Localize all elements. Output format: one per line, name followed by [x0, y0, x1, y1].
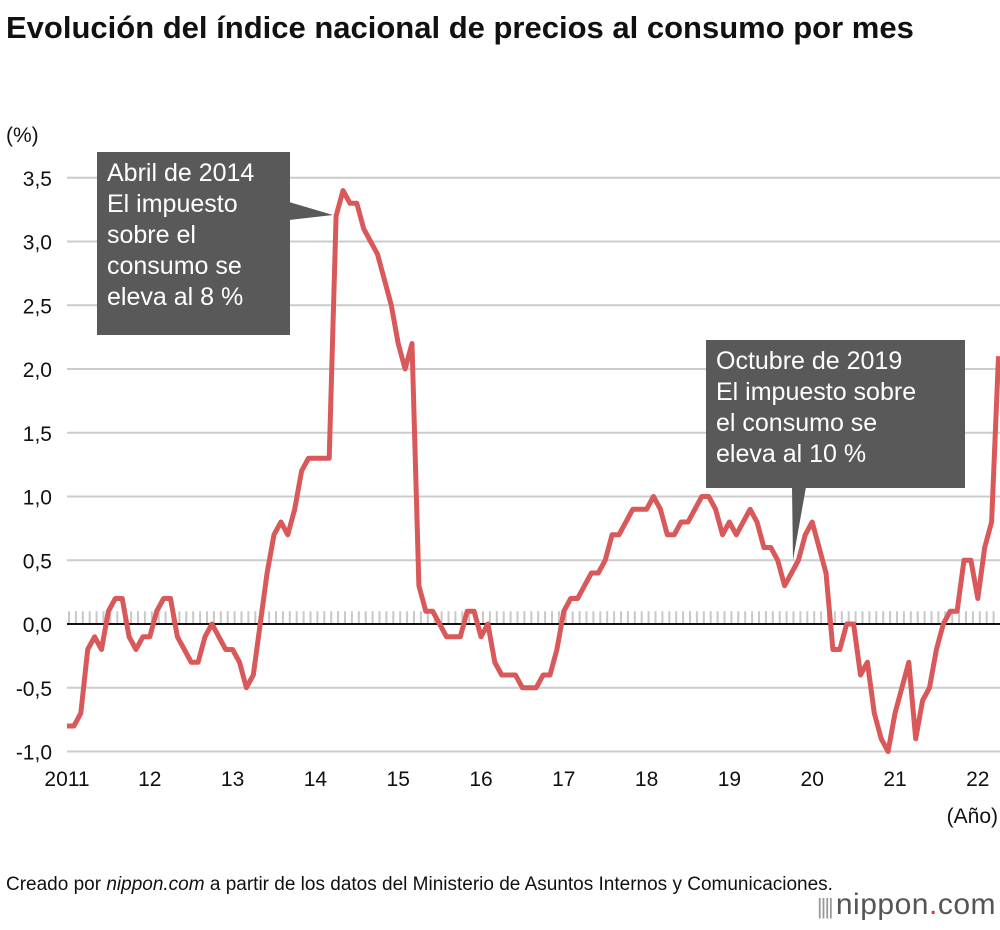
y-tick-label: 3,5 — [23, 168, 52, 191]
x-axis-label: (Año) — [947, 805, 998, 828]
y-tick-label: -0,5 — [16, 678, 52, 701]
x-tick-label: 15 — [387, 768, 410, 791]
source-note: Creado por nippon.com a partir de los da… — [6, 872, 833, 898]
y-axis-label: (%) — [6, 124, 39, 147]
x-tick-label: 12 — [138, 768, 161, 791]
source-site: nippon.com — [106, 874, 205, 895]
annotation-pointer — [792, 487, 806, 560]
annotation-pointer — [289, 202, 333, 220]
y-tick-label: 0,0 — [23, 614, 52, 637]
annotation-line: sobre el — [107, 221, 196, 249]
logo-bars-icon: |||| — [816, 894, 836, 919]
y-tick-label: 2,0 — [23, 359, 52, 382]
plot-area: -1,0 -0,5 0,0 0,5 1,0 1,5 2,0 2,5 3,0 3,5 2011 12 13… — [16, 168, 1000, 828]
x-tick-label: 2011 — [44, 768, 89, 791]
y-tick-label: 3,0 — [23, 232, 52, 255]
y-tick-label: 1,5 — [23, 423, 52, 446]
y-tick-label: 0,5 — [23, 550, 52, 573]
x-tick-label: 19 — [718, 768, 741, 791]
chart-title: Evolución del índice nacional de precios… — [6, 10, 914, 45]
x-tick-label: 17 — [552, 768, 575, 791]
y-tick-label: -1,0 — [16, 742, 52, 765]
annotation-line: eleva al 10 % — [716, 440, 867, 468]
annotation-line: consumo se — [107, 252, 242, 280]
x-tick-label: 16 — [469, 768, 492, 791]
x-tick-label: 21 — [883, 768, 906, 791]
annotation-line: eleva al 8 % — [107, 283, 244, 311]
annotation-line: el consumo se — [716, 409, 878, 437]
annotation-line: El impuesto — [107, 190, 238, 218]
y-tick-label: 2,5 — [23, 295, 52, 318]
series-line-ipc — [67, 188, 1000, 754]
annotation-line: Abril de 2014 — [107, 159, 255, 187]
nippon-logo: |||| nippon.com — [816, 888, 996, 921]
source-prefix: Creado por — [6, 874, 107, 895]
x-tick-label: 14 — [304, 768, 328, 791]
source-suffix: a partir de los datos del Ministerio de … — [204, 874, 833, 895]
x-tick-label: 18 — [635, 768, 658, 791]
x-tick-label: 22 — [966, 768, 989, 791]
annotation-2019: Octubre de 2019 El impuesto sobre el consu… — [706, 340, 965, 488]
annotation-line: El impuesto sobre — [716, 378, 917, 406]
x-tick-label: 20 — [801, 768, 824, 791]
y-tick-label: 1,0 — [23, 487, 52, 510]
annotation-line: Octubre de 2019 — [716, 347, 903, 375]
x-tick-label: 13 — [221, 768, 244, 791]
annotation-2014: Abril de 2014 El impuesto sobre el consumo … — [97, 152, 290, 335]
